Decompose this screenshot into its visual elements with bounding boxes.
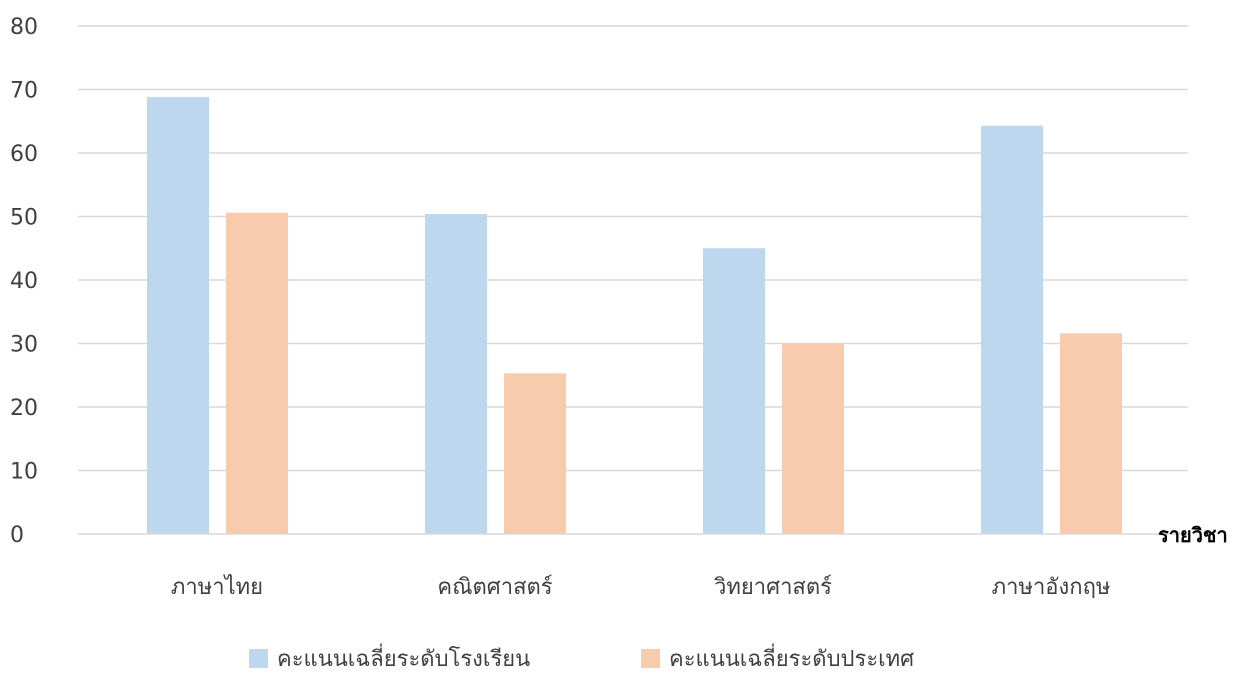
y-tick-label: 80 [10,15,38,40]
y-tick-label: 50 [10,206,38,231]
y-tick-label: 70 [10,79,38,104]
bar-national-0 [226,212,288,534]
y-tick-label: 40 [10,269,38,294]
category-label: คณิตศาสตร์ [437,575,552,600]
bar-national-3 [1060,333,1122,534]
bars [147,97,1122,535]
legend-label: คะแนนเฉลี่ยระดับโรงเรียน [277,643,530,672]
legend: คะแนนเฉลี่ยระดับโรงเรียน คะแนนเฉลี่ยระดับ… [249,643,914,672]
bar-national-1 [504,373,566,534]
x-axis-title: รายวิชา [1158,523,1228,547]
y-tick-label: 60 [10,142,38,167]
y-axis-ticks: 0 10 20 30 40 50 60 70 80 [10,15,38,548]
bar-school-2 [703,248,765,534]
y-tick-label: 30 [10,333,38,358]
category-label: วิทยาศาสตร์ [713,575,832,600]
y-tick-label: 0 [10,523,24,548]
legend-swatch [641,649,660,668]
bar-school-0 [147,97,209,535]
category-labels: ภาษาไทย คณิตศาสตร์ วิทยาศาสตร์ ภาษาอังกฤษ [171,574,1110,600]
legend-label: คะแนนเฉลี่ยระดับประเทศ [669,643,914,672]
category-label: ภาษาอังกฤษ [992,575,1111,600]
y-tick-label: 10 [10,460,38,485]
legend-swatch [249,649,268,668]
bar-school-3 [981,125,1043,534]
bar-national-2 [782,343,844,534]
bar-school-1 [425,213,487,534]
category-label: ภาษาไทย [171,574,263,600]
y-tick-label: 20 [10,396,38,421]
